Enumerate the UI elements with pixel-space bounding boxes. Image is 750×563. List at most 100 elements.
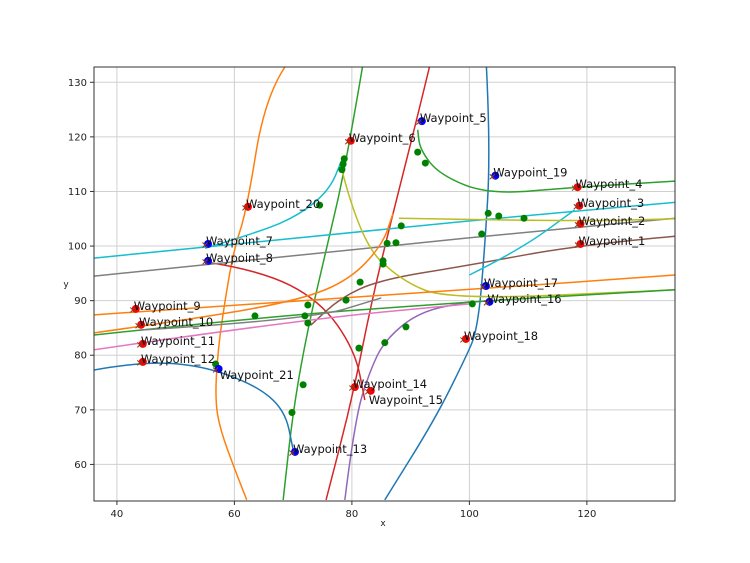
waypoint-label: Waypoint_14 <box>353 377 427 391</box>
green-point <box>304 301 312 309</box>
y-axis-label: y <box>63 280 69 290</box>
waypoint-x-marker <box>349 385 355 391</box>
green-point <box>356 278 364 286</box>
green-point <box>288 409 296 417</box>
green-point <box>468 300 476 308</box>
waypoint-x-marker <box>416 119 422 125</box>
waypoint-x-marker <box>129 307 136 313</box>
waypoint-label: Waypoint_15 <box>369 393 443 407</box>
x-tick-label: 40 <box>111 509 124 520</box>
y-tick-label: 70 <box>74 405 87 416</box>
trajectory-line <box>94 201 675 259</box>
waypoint-x-marker <box>574 242 581 248</box>
waypoint-label: Waypoint_12 <box>141 352 215 366</box>
axis-ticks: 40 60 80 100 120 60 70 80 90 100 110 120 130 <box>68 78 597 520</box>
trajectory-line <box>344 301 470 501</box>
green-point <box>342 296 350 304</box>
waypoint-label: Waypoint_21 <box>220 368 294 382</box>
waypoint-label: Waypoint_7 <box>206 234 273 248</box>
trajectory-line <box>215 67 286 501</box>
waypoint-label: Waypoint_9 <box>134 299 201 313</box>
waypoint-x-marker <box>136 360 143 366</box>
x-tick-label: 60 <box>228 509 241 520</box>
trajectory-line <box>469 209 575 276</box>
y-tick-label: 90 <box>74 296 87 307</box>
x-tick-label: 120 <box>577 509 596 520</box>
waypoint-label: Waypoint_20 <box>246 197 320 211</box>
waypoint-label: Waypoint_18 <box>464 329 538 343</box>
trajectory-line <box>384 67 490 501</box>
green-point <box>316 201 324 209</box>
waypoint-x-marker <box>242 204 248 211</box>
trajectory-line <box>94 274 675 316</box>
waypoint-label: Waypoint_3 <box>577 196 644 210</box>
trajectory-line <box>398 217 675 222</box>
x-axis-label: x <box>380 519 386 529</box>
trajectory-line <box>139 297 382 331</box>
waypoint-x-marker <box>573 203 580 210</box>
green-point <box>392 239 400 247</box>
trajectory-line <box>94 362 294 450</box>
waypoint-label: Waypoint_16 <box>487 292 561 306</box>
trajectory-line <box>341 169 675 298</box>
waypoint-x-marker <box>480 284 486 290</box>
green-point <box>381 339 389 347</box>
y-tick-label: 80 <box>74 351 87 362</box>
green-point <box>414 148 422 156</box>
waypoint-label: Waypoint_10 <box>139 315 213 329</box>
waypoint-label: Waypoint_1 <box>578 234 645 248</box>
y-tick-label: 120 <box>68 132 87 143</box>
green-point <box>495 212 503 220</box>
x-tick-label: 80 <box>346 509 359 520</box>
green-point <box>304 319 312 327</box>
green-point <box>478 230 486 238</box>
green-point <box>383 239 391 247</box>
green-point <box>484 209 492 217</box>
waypoint-label: Waypoint_17 <box>484 276 558 290</box>
green-point <box>301 312 309 320</box>
waypoint-x-marker <box>289 450 295 456</box>
waypoint-label: Waypoint_2 <box>578 214 645 228</box>
x-tick-label: 100 <box>460 509 479 520</box>
waypoint-x-marker <box>135 322 141 329</box>
trajectory-line <box>204 159 343 249</box>
y-tick-label: 130 <box>68 78 87 89</box>
green-point <box>339 160 347 168</box>
green-point <box>397 222 405 230</box>
waypoint-x-marker <box>483 299 490 306</box>
y-tick-label: 60 <box>74 460 87 471</box>
waypoint-x-marker <box>571 185 578 192</box>
waypoint-x-marker <box>344 138 351 145</box>
trajectory-line <box>94 288 675 336</box>
waypoint-markers <box>129 117 585 456</box>
waypoint-label: Waypoint_11 <box>141 334 215 348</box>
green-point <box>421 159 429 167</box>
waypoint-x-marker <box>136 342 143 348</box>
waypoint-x-marker <box>202 242 208 248</box>
y-tick-label: 100 <box>68 242 87 253</box>
y-tick-label: 110 <box>68 187 87 198</box>
green-point <box>355 344 363 352</box>
green-point <box>251 312 259 320</box>
trajectory-lines <box>94 67 675 501</box>
waypoint-x-marker <box>364 388 371 395</box>
waypoint-label: Waypoint_5 <box>420 111 487 125</box>
waypoint-label: Waypoint_19 <box>493 166 567 180</box>
green-point <box>379 260 387 268</box>
waypoint-x-marker <box>574 221 581 228</box>
trajectory-line <box>94 303 470 351</box>
plot-frame <box>93 66 676 502</box>
waypoint-label: Waypoint_6 <box>349 131 416 145</box>
waypoint-label: Waypoint_4 <box>576 177 643 191</box>
green-point <box>299 381 307 389</box>
green-point <box>338 166 346 174</box>
trajectory-line <box>94 213 394 334</box>
trajectory-line <box>94 217 675 277</box>
waypoint-label: Waypoint_8 <box>206 251 273 265</box>
green-point <box>340 155 348 163</box>
waypoint-label: Waypoint_13 <box>293 442 367 456</box>
waypoint-x-marker <box>489 173 496 180</box>
green-point <box>520 214 528 222</box>
waypoint-x-marker <box>460 337 466 343</box>
